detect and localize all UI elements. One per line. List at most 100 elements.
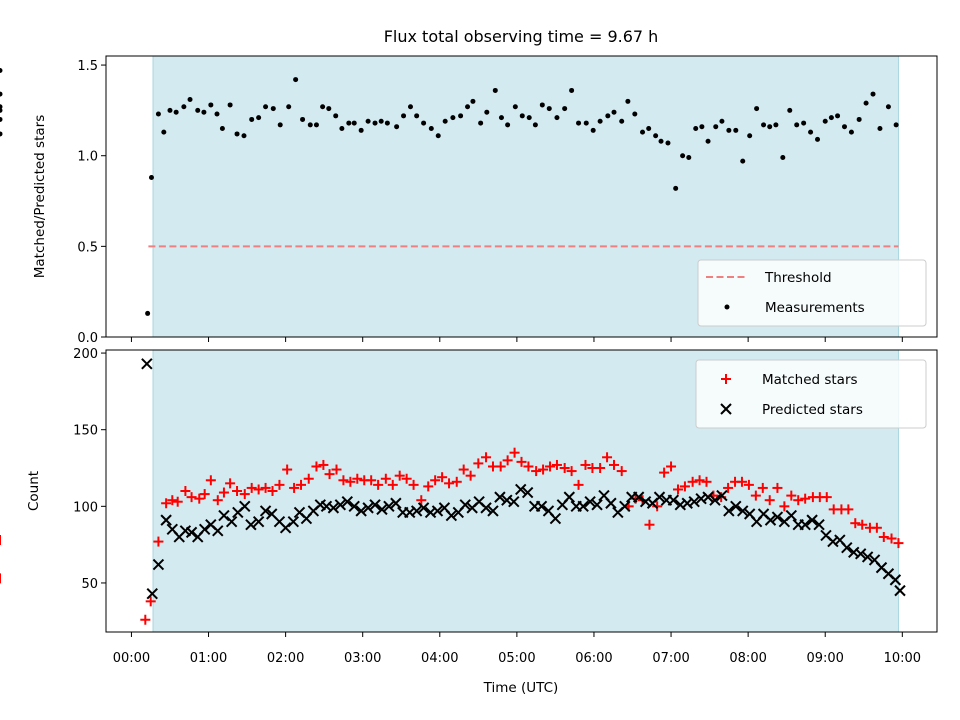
matched-star-point xyxy=(687,476,698,487)
measurement-point xyxy=(526,115,532,121)
x-tick-label: 09:00 xyxy=(806,651,843,666)
predicted-star-point xyxy=(259,505,272,517)
matched-star-point xyxy=(430,475,441,486)
x-tick-label: 10:00 xyxy=(884,651,921,666)
predicted-star-point xyxy=(605,497,617,509)
matched-star-point xyxy=(595,463,606,474)
matched-star-point xyxy=(324,469,335,480)
matched-star-point xyxy=(580,459,591,470)
measurement-point xyxy=(234,131,240,137)
matched-star-point xyxy=(723,482,734,493)
predicted-star-point xyxy=(410,505,423,517)
matched-star-point xyxy=(408,479,419,490)
matched-star-point xyxy=(186,492,197,503)
measurement-point xyxy=(227,102,233,108)
measurement-point xyxy=(346,120,352,126)
predicted-star-point xyxy=(584,496,596,508)
predicted-star-point xyxy=(709,494,721,506)
predicted-star-point xyxy=(218,509,230,522)
measurement-point xyxy=(208,102,214,108)
predicted-star-point xyxy=(563,491,576,503)
measurement-point xyxy=(277,122,283,128)
predicted-star-point xyxy=(459,499,471,511)
predicted-star-point xyxy=(889,574,902,586)
measurement-point xyxy=(505,122,511,128)
measurement-point xyxy=(740,158,746,164)
measurement-point xyxy=(498,115,504,121)
measurement-point xyxy=(885,104,891,110)
axes-frame xyxy=(105,349,938,633)
top-panel: 0.0 0.5 1.0 1.5 Matched/Predicted stars Thres… xyxy=(0,55,938,346)
measurement-point xyxy=(333,113,339,119)
measurement-point xyxy=(822,118,828,124)
measurement-point xyxy=(713,124,719,130)
legend-box xyxy=(695,359,927,429)
x-tick-label: 03:00 xyxy=(344,651,381,666)
matched-star-point xyxy=(757,482,768,493)
predicted-star-point xyxy=(730,500,742,513)
predicted-star-point xyxy=(376,503,388,516)
measurement-point xyxy=(787,107,793,113)
matched-star-point xyxy=(652,501,663,512)
matched-star-point xyxy=(296,479,307,490)
matched-star-point xyxy=(659,467,670,478)
predicted-star-point xyxy=(431,505,444,517)
measurement-point xyxy=(372,120,378,126)
matched-star-point xyxy=(239,489,250,500)
matched-star-point xyxy=(772,482,783,493)
matched-star-point xyxy=(394,470,405,481)
predicted-star-point xyxy=(785,509,798,522)
legend-predicted-swatch xyxy=(720,403,732,415)
y-axis-label: Matched/Predicted stars xyxy=(32,115,48,278)
measurement-point xyxy=(767,124,773,130)
measurement-point xyxy=(863,100,869,106)
predicted-star-point xyxy=(535,500,548,513)
y-tick-label: 100 xyxy=(73,500,98,515)
predicted-star-point xyxy=(723,505,735,517)
measurement-point xyxy=(148,174,154,180)
legend-label: Predicted stars xyxy=(762,402,863,418)
predicted-star-point xyxy=(369,499,381,511)
matched-star-point xyxy=(180,486,191,496)
legend-measurement-swatch xyxy=(724,304,730,310)
matched-star-point xyxy=(750,490,761,501)
matched-star-point xyxy=(194,493,205,504)
matched-star-point xyxy=(267,486,278,496)
matched-star-point xyxy=(260,482,271,493)
x-tick-label: 05:00 xyxy=(498,651,535,666)
matched-star-point xyxy=(225,478,236,489)
matched-star-point xyxy=(886,533,897,544)
measurement-point xyxy=(167,107,173,113)
measurement-point xyxy=(145,310,151,316)
measurement-point xyxy=(0,107,3,113)
measurement-point xyxy=(569,87,575,93)
legend-box xyxy=(697,259,927,327)
measurement-point xyxy=(673,185,679,191)
measurement-point xyxy=(313,122,319,128)
matched-star-point xyxy=(458,464,469,475)
legend: Matched stars Predicted stars xyxy=(695,359,927,429)
matched-star-point xyxy=(380,473,391,484)
axes-frame xyxy=(105,55,938,338)
matched-star-point xyxy=(736,476,747,487)
matched-star-point xyxy=(366,475,377,486)
predicted-star-point xyxy=(225,515,238,528)
predicted-star-point xyxy=(764,514,777,526)
predicted-star-point xyxy=(737,505,749,517)
measurement-point xyxy=(339,126,345,132)
matched-star-point xyxy=(274,479,285,490)
predicted-star-point xyxy=(334,499,347,511)
predicted-star-point xyxy=(861,551,874,563)
matched-star-point xyxy=(212,495,223,506)
predicted-star-point xyxy=(383,500,395,513)
matched-star-point xyxy=(218,487,229,498)
predicted-star-point xyxy=(771,511,784,523)
x-tick-label: 07:00 xyxy=(652,651,689,666)
predicted-star-point xyxy=(549,512,562,525)
measurement-point xyxy=(407,104,413,110)
matched-star-point xyxy=(311,461,322,472)
matched-star-point xyxy=(153,536,164,547)
measurement-point xyxy=(155,111,161,117)
measurement-point xyxy=(484,109,490,115)
matched-star-point xyxy=(437,472,448,483)
